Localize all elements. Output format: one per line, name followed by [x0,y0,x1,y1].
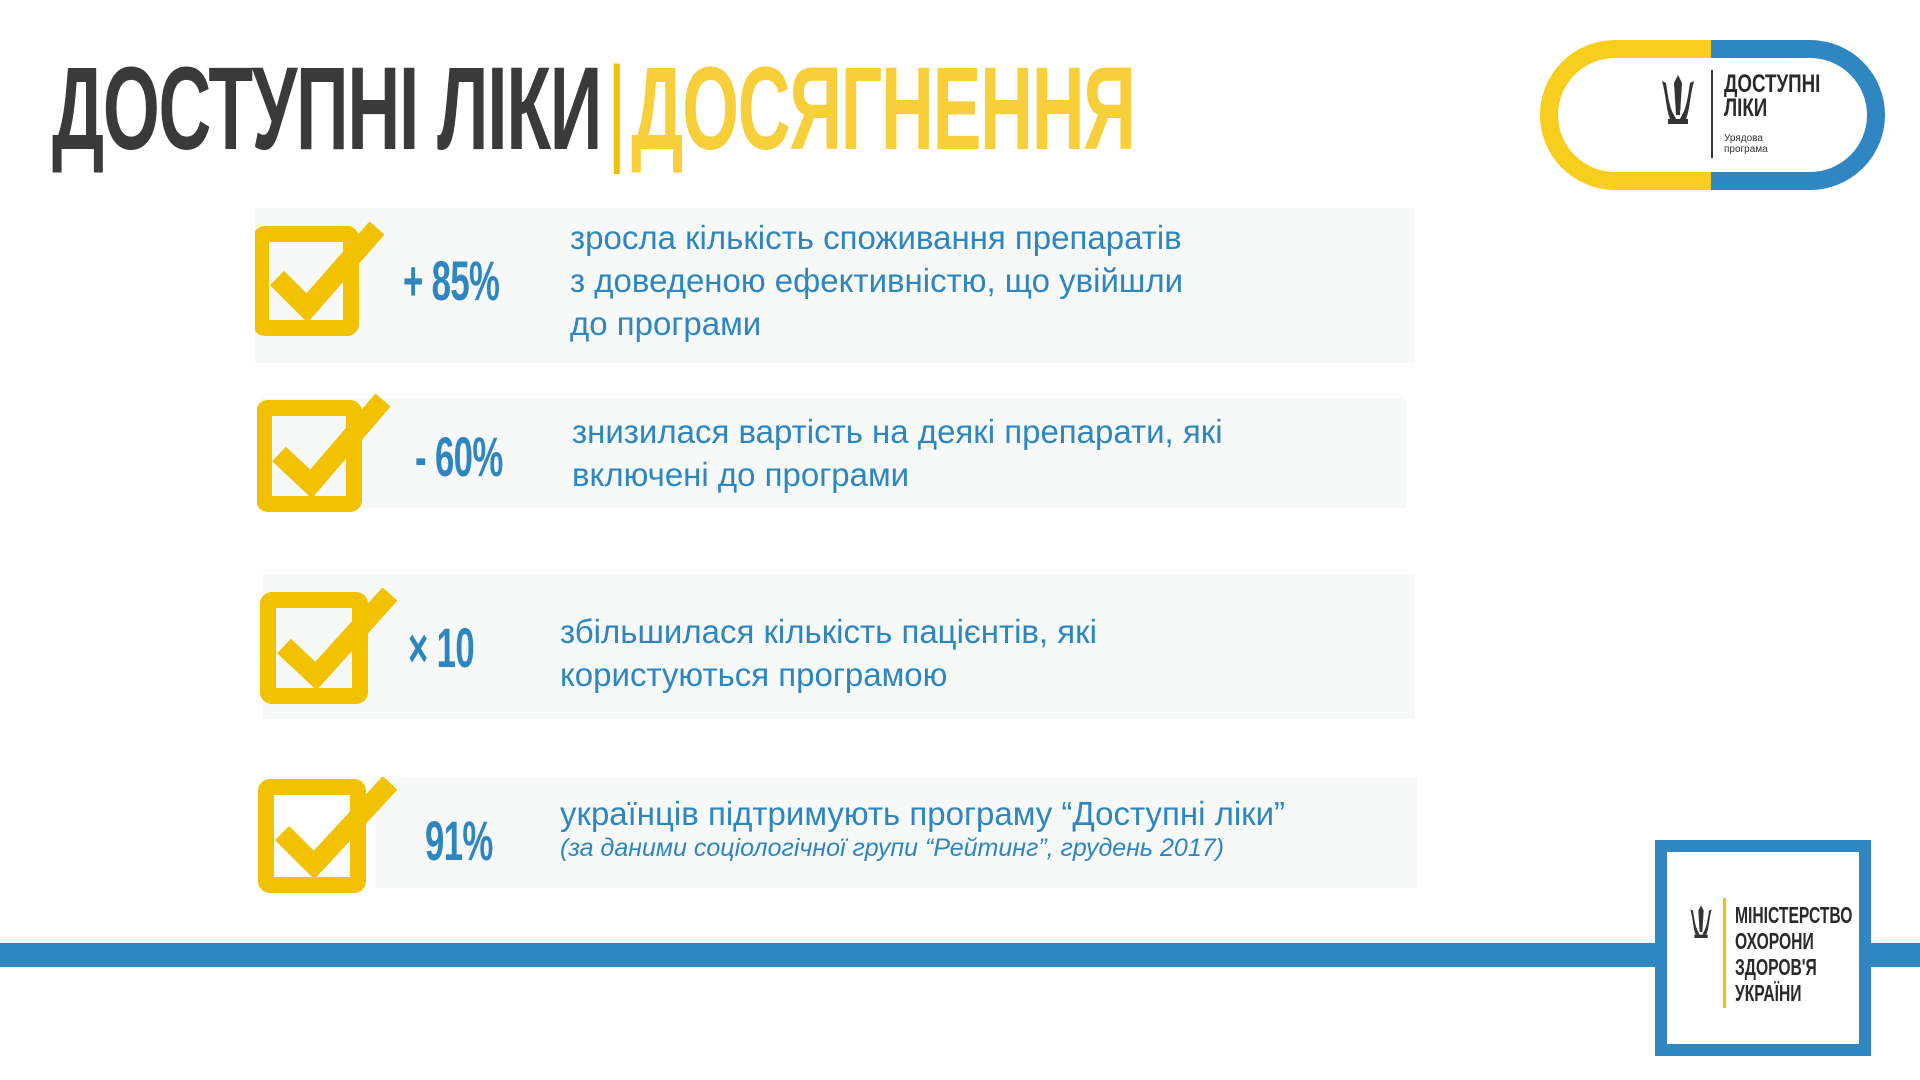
trident-icon [1662,75,1694,124]
description-1-line-2: з доведеною ефективністю, що увійшли [570,262,1184,299]
title-separator: | [607,43,626,175]
description-3-line-1: збільшилася кількість пацієнтів, які [560,613,1097,650]
ministry-line4: УКРАЇНИ [1735,980,1802,1006]
checkbox-icon [257,394,391,512]
ministry-logo-inner: МІНІСТЕРСТВО ОХОРОНИ ЗДОРОВ'Я УКРАЇНИ [1667,852,1859,1044]
checkbox-icon [255,222,385,336]
stat-value-1: + 85% [403,249,500,312]
page-title: ДОСТУПНІ ЛІКИ | ДОСЯГНЕННЯ [52,43,1136,175]
stat-value-2: - 60% [415,425,503,488]
ministry-line3: ЗДОРОВ'Я [1735,954,1817,980]
checkbox-icon [258,777,398,893]
stat-value-4: 91% [425,809,493,872]
description-4: українців підтримують програму “Доступні… [560,792,1285,835]
program-logo [1540,40,1885,190]
description-2-line-1: знизилася вартість на деякі препарати, я… [572,413,1223,450]
title-part1: ДОСТУПНІ ЛІКИ [52,43,602,175]
ministry-line2: ОХОРОНИ [1735,928,1814,954]
description-1-line-3: до програми [570,305,762,342]
logo-line2: ЛІКИ [1724,94,1768,122]
logo-sub1: Урядова [1724,133,1763,144]
description-4-line-1: українців підтримують програму “Доступні… [560,795,1286,832]
description-1-line-1: зросла кількість споживання препаратів [570,219,1182,256]
achievement-row-4 [375,778,1417,888]
description-3: збільшилася кількість пацієнтів, які кор… [560,610,1097,696]
ministry-divider [1723,898,1726,1008]
description-3-line-2: користуються програмою [560,656,948,693]
logo-subtitle: Урядова програма [1724,133,1768,155]
stat-value-3: × 10 [408,616,475,679]
checkbox-icon [260,588,398,704]
trident-icon [1690,905,1712,938]
logo-title: ДОСТУПНІ ЛІКИ [1724,70,1821,122]
source-note: (за даними соціологічної групи “Рейтинг”… [560,834,1224,862]
ministry-line1: МІНІСТЕРСТВО [1735,902,1853,928]
description-2-line-2: включені до програми [572,456,910,493]
achievement-row-3 [263,574,1415,719]
logo-sub2: програма [1724,144,1768,155]
title-part2: ДОСЯГНЕННЯ [631,43,1136,175]
achievement-row-2 [258,398,1406,508]
description-1: зросла кількість споживання препаратів з… [570,216,1183,345]
achievement-row-1 [255,208,1415,363]
ministry-logo: МІНІСТЕРСТВО ОХОРОНИ ЗДОРОВ'Я УКРАЇНИ [1655,840,1871,1056]
description-2: знизилася вартість на деякі препарати, я… [572,410,1223,496]
logo-line1: ДОСТУПНІ [1724,70,1821,98]
bottom-stripe [0,943,1920,967]
ministry-name: МІНІСТЕРСТВО ОХОРОНИ ЗДОРОВ'Я УКРАЇНИ [1735,902,1852,1006]
